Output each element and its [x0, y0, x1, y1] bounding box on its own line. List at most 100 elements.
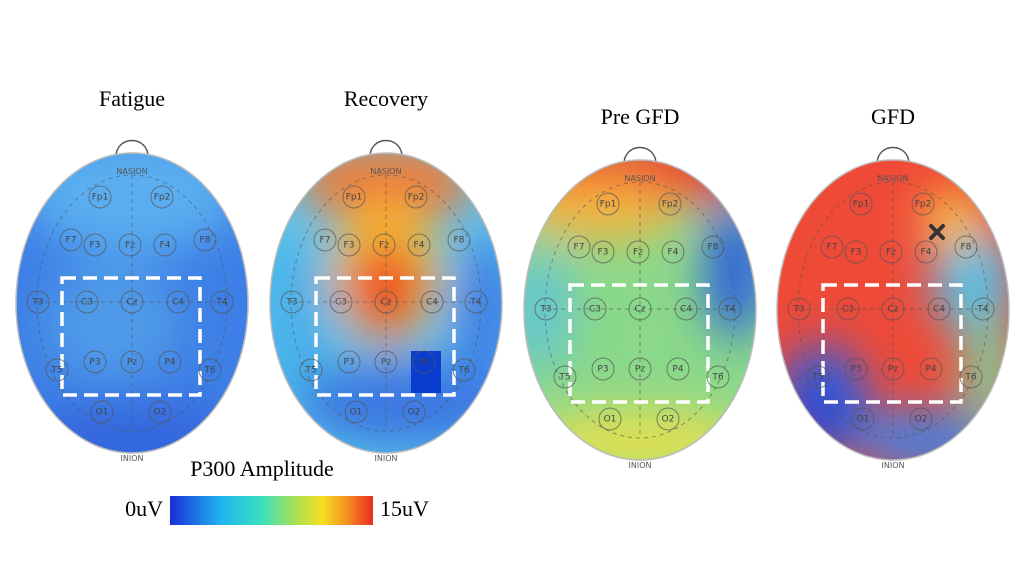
electrode-label: F7	[66, 236, 77, 246]
heat-blob	[923, 190, 983, 250]
electrode	[407, 233, 431, 257]
electrode	[718, 297, 742, 321]
nose	[115, 139, 149, 158]
inion-label: INION	[882, 461, 905, 470]
electrode	[45, 358, 69, 382]
electrode	[404, 185, 428, 209]
electrode	[464, 290, 488, 314]
electrode	[844, 357, 868, 381]
scalp-guide	[36, 174, 228, 432]
electrode-label: O2	[915, 415, 928, 425]
electrode	[75, 290, 99, 314]
electrode-label: T4	[215, 298, 227, 308]
electrode-label: C3	[81, 298, 93, 308]
inion-label: INION	[375, 454, 398, 463]
electrode	[374, 290, 398, 314]
electrode	[412, 350, 436, 374]
electrode-label: F7	[320, 236, 331, 246]
topomap-panel: NASION INION Fp1 Fp2 F7 F3 Fz F4 F8 T3 C3 Cz C4 T4 T5 P…	[15, 139, 249, 463]
electrode-label: F4	[921, 248, 932, 258]
electrode-label: F8	[200, 236, 211, 246]
electrode	[120, 350, 144, 374]
panel-title: Fatigue	[99, 86, 165, 111]
electrode-label: P3	[343, 358, 354, 368]
electrode-label: P3	[89, 358, 100, 368]
nose	[369, 139, 403, 158]
electrode	[844, 240, 868, 264]
head-outline	[15, 152, 249, 454]
electrode-label: F4	[668, 248, 679, 258]
topomap-panel: NASION INION Fp1 Fp2 F7 F3 Fz F4 F8 T3 C3 Cz C4 T4 T5 P…	[776, 146, 1010, 470]
colorbar: P300 Amplitude 0uV 15uV	[125, 456, 429, 525]
electrode	[166, 290, 190, 314]
electrode-label: T6	[711, 373, 723, 383]
electrode-label: Fp1	[853, 200, 870, 210]
electrode	[329, 290, 353, 314]
electrode-label: T4	[976, 305, 988, 315]
electrode	[959, 365, 983, 389]
electrode-label: F3	[851, 248, 862, 258]
electrode-label: Cz	[634, 305, 645, 315]
electrode	[851, 407, 875, 431]
electrode	[583, 297, 607, 321]
electrode	[598, 407, 622, 431]
heat-blob	[524, 180, 680, 240]
electrode-label: Fp1	[600, 200, 617, 210]
electrode-label: F3	[90, 241, 101, 251]
electrode	[591, 240, 615, 264]
electrode-label: Fp1	[92, 193, 109, 203]
electrode-label: Fp2	[915, 200, 932, 210]
head-outline	[523, 159, 757, 461]
nose	[623, 146, 657, 165]
electrode	[927, 297, 951, 321]
electrode	[914, 240, 938, 264]
electrode-label: Fp2	[154, 193, 171, 203]
electrode	[591, 357, 615, 381]
electrode	[911, 192, 935, 216]
excluded-marker	[929, 224, 945, 240]
electrode	[344, 400, 368, 424]
electrode-label: C3	[842, 305, 854, 315]
electrode-label: P3	[597, 365, 608, 375]
electrode	[628, 357, 652, 381]
colorbar-title: P300 Amplitude	[190, 456, 334, 481]
nasion-label: NASION	[116, 167, 147, 176]
heat-patch	[411, 351, 441, 393]
inion-label: INION	[121, 454, 144, 463]
electrode-label: Fp2	[408, 193, 425, 203]
electrode-label: F3	[344, 241, 355, 251]
electrode-label: Fz	[125, 241, 135, 251]
electrode-label: O1	[604, 415, 617, 425]
roi-box	[314, 276, 456, 397]
electrode	[313, 228, 337, 252]
electrode-label: P4	[418, 358, 429, 368]
electrode	[210, 290, 234, 314]
electrode-label: F3	[598, 248, 609, 258]
panels: NASION INION Fp1 Fp2 F7 F3 Fz F4 F8 T3 C3 Cz C4 T4 T5 P…	[15, 139, 1010, 470]
electrode	[158, 350, 182, 374]
electrode	[193, 228, 217, 252]
electrode	[706, 365, 730, 389]
electrode-label: Fp1	[346, 193, 363, 203]
electrode	[150, 185, 174, 209]
electrode-label: F8	[961, 243, 972, 253]
electrode-label: P4	[672, 365, 683, 375]
electrode-label: T5	[304, 366, 316, 376]
topomap-panel: NASION INION Fp1 Fp2 F7 F3 Fz F4 F8 T3 C3 Cz C4 T4 T5 P…	[269, 139, 503, 463]
panel-title: Recovery	[344, 86, 428, 111]
panel-title: Pre GFD	[601, 104, 680, 129]
electrode	[59, 228, 83, 252]
electrode-label: T3	[285, 298, 297, 308]
heat-blob	[783, 390, 843, 450]
electrode	[666, 357, 690, 381]
electrode	[658, 192, 682, 216]
electrode	[402, 400, 426, 424]
heat-blob	[963, 310, 1009, 430]
electrode-label: O2	[662, 415, 675, 425]
electrode-label: Cz	[126, 298, 137, 308]
electrode	[342, 185, 366, 209]
electrode-label: T3	[31, 298, 43, 308]
electrode-label: T5	[50, 366, 62, 376]
electrode	[153, 233, 177, 257]
